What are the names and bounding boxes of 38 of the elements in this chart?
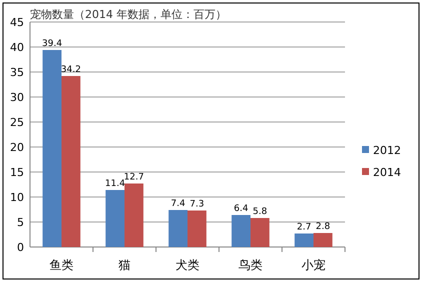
chart-title: 宠物数量（2014 年数据，单位：百万） (30, 8, 226, 21)
y-tick-label: 5 (17, 216, 24, 229)
legend-label: 2012 (373, 144, 401, 157)
y-tick-label: 30 (10, 91, 24, 104)
legend-label: 2014 (373, 166, 401, 179)
bar (314, 233, 332, 247)
data-label: 2.7 (296, 222, 312, 232)
data-label: 7.3 (190, 200, 204, 210)
data-label: 5.8 (252, 207, 268, 217)
data-label: 7.4 (170, 199, 186, 209)
x-tick-label: 猫 (118, 258, 130, 272)
y-tick-label: 15 (10, 166, 24, 179)
bar (294, 234, 314, 247)
bar (232, 215, 250, 247)
x-tick-label: 小宠 (302, 258, 326, 272)
y-tick-label: 40 (10, 41, 24, 54)
bar (106, 190, 124, 247)
x-tick-label: 鸟类 (238, 258, 262, 272)
x-tick-label: 犬类 (176, 258, 200, 272)
y-tick-label: 0 (17, 241, 24, 254)
data-label: 11.4 (105, 179, 126, 189)
y-tick-label: 10 (10, 191, 24, 204)
bar (188, 210, 206, 247)
data-label: 6.4 (234, 204, 248, 214)
x-tick-label: 鱼类 (50, 258, 74, 272)
y-tick-label: 20 (10, 141, 24, 154)
bar (168, 210, 188, 247)
y-tick-label: 45 (10, 16, 24, 29)
data-label: 34.2 (60, 65, 81, 75)
data-label: 2.8 (316, 222, 330, 232)
y-tick-label: 35 (10, 66, 24, 79)
bar (124, 184, 144, 247)
y-tick-label: 25 (10, 116, 24, 129)
data-label: 12.7 (124, 172, 144, 182)
bar (62, 76, 80, 247)
bar (42, 50, 62, 247)
data-label: 39.4 (42, 39, 62, 49)
bar (250, 218, 270, 247)
